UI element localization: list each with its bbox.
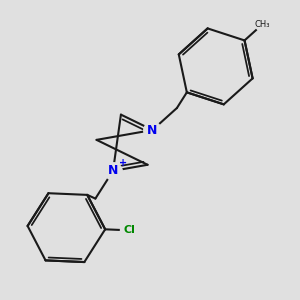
Text: CH₃: CH₃ xyxy=(255,20,270,29)
Text: +: + xyxy=(119,158,128,168)
Text: N: N xyxy=(108,164,118,177)
Text: Cl: Cl xyxy=(123,225,135,235)
Text: N: N xyxy=(147,124,158,136)
